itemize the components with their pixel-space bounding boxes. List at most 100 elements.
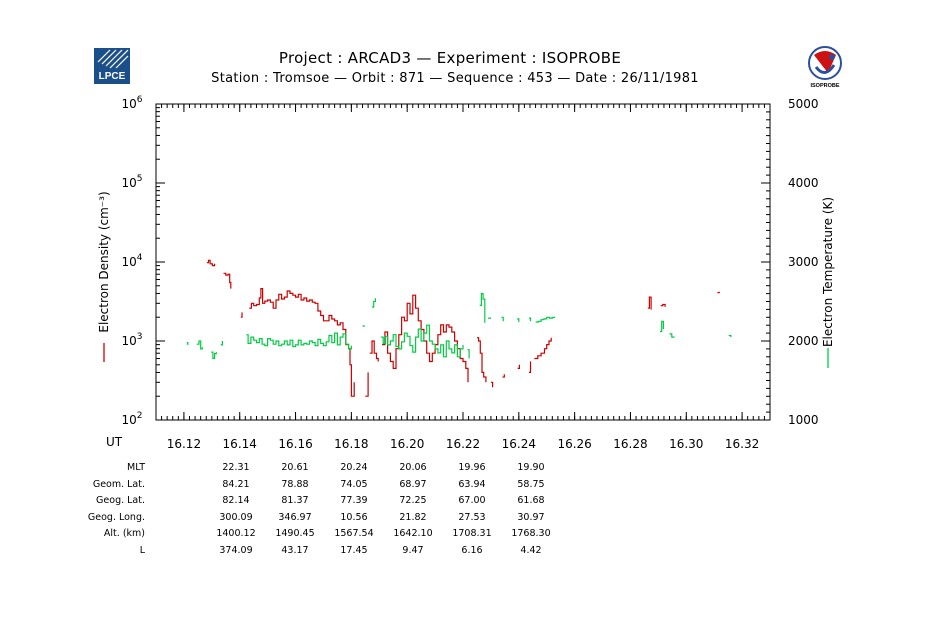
- table-cell: 21.82: [399, 511, 427, 523]
- x-tick-label: 16.30: [669, 437, 703, 451]
- table-cell: 4.42: [520, 545, 542, 556]
- table-row-label: MLT: [127, 462, 145, 473]
- table-cell: 30.97: [517, 511, 545, 523]
- x-tick-label: 16.20: [390, 437, 424, 451]
- y-left-tick-label: 103: [121, 332, 142, 348]
- table-cell: 17.45: [340, 545, 368, 556]
- table-row-label: Alt. (km): [103, 528, 145, 540]
- table-cell: 63.94: [458, 478, 486, 490]
- chart-subtitle: Station : Tromsoe — Orbit : 871 — Sequen…: [211, 71, 699, 86]
- y-left-tick-label: 102: [121, 411, 142, 427]
- electron-temperature-segment: [362, 325, 365, 327]
- y-left-tick-label: 105: [121, 174, 142, 190]
- electron-density-segment: [240, 312, 243, 318]
- x-tick-label: 16.16: [278, 437, 312, 451]
- y-left-tick-base: 10: [121, 413, 136, 427]
- electron-density-segment: [528, 361, 532, 373]
- electron-temperature-segment: [372, 298, 376, 308]
- electron-temperature-segment: [479, 293, 486, 323]
- electron-density-segment: [382, 294, 469, 383]
- axis-ticks: [156, 103, 770, 421]
- x-tick-label: 16.26: [557, 437, 591, 451]
- table-cell: 74.05: [340, 478, 368, 490]
- isoprobe-logo: ISOPROBE: [808, 46, 842, 89]
- table-cell: 6.16: [461, 545, 483, 556]
- electron-density-segment: [490, 381, 494, 388]
- table-cell: 43.17: [281, 545, 309, 556]
- x-tick-label: 16.18: [334, 437, 368, 451]
- table-cell: 22.31: [222, 462, 250, 473]
- y-left-tick-base: 10: [121, 334, 136, 348]
- electron-temperature-segment: [517, 318, 520, 322]
- electron-density-segment: [223, 272, 232, 289]
- electron-density-segment: [502, 374, 505, 378]
- electron-density-segment: [660, 303, 666, 307]
- y-left-tick-base: 10: [121, 255, 136, 269]
- y-right-tick-label: 2000: [788, 334, 819, 348]
- table-cell: 72.25: [399, 495, 427, 507]
- chart-title: Project : ARCAD3 — Experiment : ISOPROBE: [278, 49, 622, 67]
- electron-density-segment: [206, 259, 216, 267]
- table-cell: 20.24: [340, 462, 368, 473]
- table-cell: 300.09: [219, 511, 253, 523]
- y-right-axis-label: Electron Temperature (K): [821, 197, 835, 347]
- x-tick-labels: 16.12 16.14 16.16 16.18 16.20 16.22 16.24 16.26…: [167, 437, 760, 451]
- table-cell: 81.37: [281, 495, 309, 507]
- table-cell: 82.14: [222, 495, 250, 507]
- electron-density-series: [206, 259, 720, 397]
- table-cell: 20.61: [281, 462, 309, 473]
- table-cell: 20.06: [399, 462, 427, 473]
- electron-temperature-segment: [246, 332, 352, 350]
- table-cell: 9.47: [402, 545, 424, 556]
- electron-temperature-segment: [220, 341, 223, 346]
- table-cell: 19.96: [458, 462, 486, 473]
- table-cell: 1642.10: [393, 528, 433, 540]
- table-cell: 1708.31: [452, 528, 492, 540]
- y-right-tick-label: 5000: [788, 97, 819, 111]
- electron-temperature-segment: [467, 349, 470, 359]
- y-right-tick-label: 3000: [788, 255, 819, 269]
- lpce-logo: LPCE: [94, 48, 130, 84]
- table-row-label: Geom. Lat.: [92, 478, 145, 490]
- table-row-label: Geog. Long.: [87, 511, 145, 523]
- table-cell: 84.21: [222, 478, 250, 490]
- x-tick-label: 16.14: [223, 437, 257, 451]
- plot-frame: [155, 103, 771, 421]
- electron-temperature-segment: [488, 317, 491, 319]
- table-cell: 374.09: [219, 545, 253, 556]
- y-left-tick-exponent: 3: [137, 332, 143, 342]
- electron-temperature-segment: [501, 316, 504, 322]
- x-tick-label: 16.32: [725, 437, 759, 451]
- table-cell: 1490.45: [275, 528, 315, 540]
- table-cell: 67.00: [458, 495, 486, 507]
- electron-density-segment: [365, 372, 369, 397]
- table-cell: 27.53: [458, 511, 486, 523]
- y-left-tick-label: 104: [121, 253, 142, 269]
- electron-temperature-segment: [728, 334, 732, 338]
- electron-density-segment: [647, 296, 652, 310]
- isoprobe-logo-text: ISOPROBE: [810, 83, 839, 89]
- y-right-tick-label: 1000: [788, 413, 819, 427]
- y-right-tick-labels: 1000 2000 3000 4000 5000: [788, 97, 819, 427]
- electron-density-segment: [477, 337, 487, 383]
- table-row-label: Geog. Lat.: [96, 495, 145, 507]
- y-left-axis-label: Electron Density (cm⁻³): [97, 191, 111, 332]
- table-cell: 10.56: [340, 511, 368, 523]
- table-cell: 1768.30: [511, 528, 551, 540]
- table-cell: 77.39: [340, 495, 368, 507]
- electron-temperature-segment: [380, 324, 464, 358]
- electron-temperature-segment: [186, 342, 189, 345]
- electron-temperature-segment: [528, 317, 532, 322]
- table-cell: 346.97: [278, 511, 312, 523]
- x-tick-label: 16.28: [613, 437, 647, 451]
- y-left-tick-exponent: 6: [137, 95, 143, 105]
- electron-density-segment: [717, 291, 720, 294]
- electron-density-segment: [534, 337, 552, 360]
- electron-temperature-segment: [196, 340, 203, 350]
- table-cell: 19.90: [517, 462, 545, 473]
- y-left-tick-base: 10: [121, 97, 136, 111]
- electron-density-segment: [517, 364, 520, 369]
- electron-temperature-segment: [211, 351, 217, 359]
